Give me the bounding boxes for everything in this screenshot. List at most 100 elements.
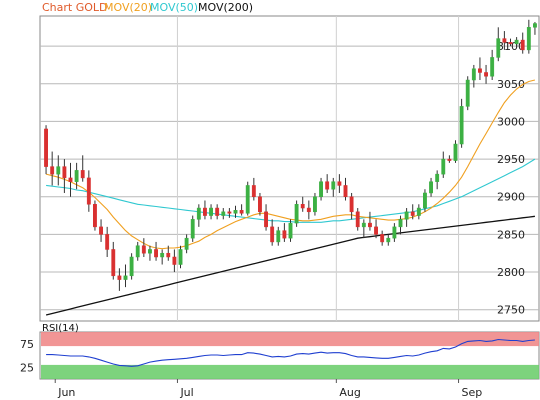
candle-body	[105, 234, 110, 250]
candle-body	[313, 196, 317, 213]
candle-body	[50, 166, 55, 175]
x-tick-label: Sep	[462, 386, 483, 399]
candle-body	[306, 207, 311, 213]
candle-body	[526, 27, 531, 51]
candle	[44, 125, 48, 175]
candle-body	[111, 249, 116, 277]
candle-body	[239, 210, 244, 214]
candle-body	[331, 181, 336, 190]
candle	[484, 64, 488, 84]
candle	[300, 196, 305, 212]
rsi-series-line	[46, 338, 535, 367]
candle-body	[416, 207, 421, 216]
candle	[172, 249, 177, 273]
candle	[465, 76, 470, 111]
candle-body	[215, 207, 220, 216]
candle	[526, 19, 531, 54]
candle-body	[135, 245, 140, 258]
candle	[215, 204, 220, 220]
candle	[68, 162, 73, 197]
candle	[276, 226, 281, 246]
candle	[50, 151, 55, 186]
x-tick-label: Jun	[57, 386, 75, 399]
candle	[520, 32, 525, 54]
candle	[288, 219, 293, 242]
candle	[429, 177, 433, 197]
candle	[441, 151, 446, 178]
candle	[453, 140, 458, 163]
rsi-y-ticks: 25 75	[20, 338, 34, 375]
candle-body	[129, 256, 134, 277]
candle	[410, 204, 415, 220]
candle	[496, 27, 501, 62]
rsi-line	[46, 338, 535, 367]
price-grid	[40, 16, 539, 321]
candle-body	[441, 158, 446, 175]
candle	[471, 64, 476, 88]
candle-body	[80, 170, 85, 179]
candle	[111, 241, 116, 280]
candle-body	[196, 207, 201, 220]
candle	[178, 245, 183, 269]
candle	[343, 177, 348, 201]
candle	[447, 155, 452, 163]
x-tick-label: Aug	[339, 386, 360, 399]
candle-body	[148, 249, 152, 254]
candle-body	[435, 173, 440, 182]
y-tick-label: 3000	[497, 115, 525, 128]
candle-body	[154, 249, 158, 258]
candle	[105, 226, 110, 257]
candle-body	[86, 177, 91, 205]
x-tick-label: Jul	[179, 386, 193, 399]
candle	[533, 22, 537, 35]
candle	[325, 174, 330, 193]
rsi-band	[41, 332, 539, 347]
candle-body	[496, 38, 501, 58]
candle-body	[203, 207, 207, 216]
candle	[123, 264, 128, 288]
candle	[190, 215, 195, 242]
candle-body	[349, 196, 354, 213]
candle	[355, 208, 360, 231]
candle-body	[141, 245, 146, 254]
candle	[148, 245, 152, 261]
candle	[239, 204, 244, 216]
candle-body	[410, 211, 415, 216]
candle	[129, 253, 134, 280]
rsi-bands	[41, 332, 539, 379]
candle	[331, 177, 336, 197]
candle	[508, 38, 513, 47]
x-axis: Jun Jul Aug Sep	[54, 379, 483, 399]
candle-body	[270, 226, 275, 243]
candle-body	[190, 219, 195, 239]
rsi-legend-label: RSI(14)	[42, 323, 79, 334]
candle	[221, 208, 226, 220]
candle	[374, 219, 378, 239]
candle	[80, 155, 85, 182]
candle-body	[520, 39, 525, 51]
candle	[392, 223, 397, 242]
candle-body	[172, 256, 177, 265]
rsi-panel: 25 75 RSI(14)	[20, 323, 540, 380]
candle	[74, 162, 79, 190]
candle	[117, 268, 122, 291]
candle	[62, 159, 67, 193]
candle-body	[478, 68, 482, 73]
y-tick-label: 3050	[497, 78, 525, 91]
candle	[313, 192, 317, 216]
candle-body	[404, 211, 409, 220]
candle-body	[288, 222, 293, 239]
candle-body	[178, 249, 183, 265]
candle	[184, 234, 189, 254]
mov20-line	[45, 79, 536, 250]
candle	[203, 200, 207, 220]
legend-mov20: MOV(20)	[104, 1, 152, 14]
candle	[264, 204, 268, 231]
candle-body	[374, 226, 378, 235]
candle-body	[502, 38, 507, 43]
candle-body	[343, 185, 348, 197]
candle-body	[361, 222, 366, 228]
candle-body	[508, 42, 513, 45]
y-tick-label: 2800	[497, 266, 525, 279]
